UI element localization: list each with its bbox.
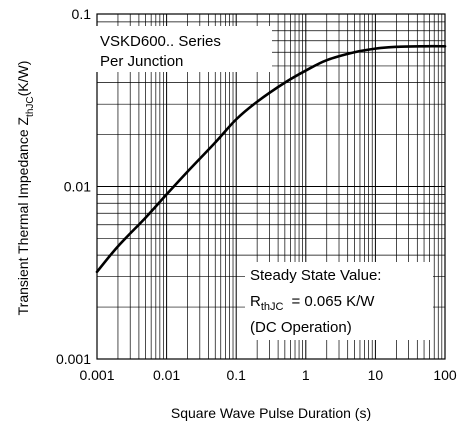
x-axis-title: Square Wave Pulse Duration (s) <box>171 405 371 421</box>
x-tick-labels: 0.001 0.01 0.1 1 10 100 <box>79 367 456 383</box>
y-tick-labels: 0.001 0.01 0.1 <box>56 6 91 367</box>
y-tick-label: 0.01 <box>64 179 91 195</box>
rthjc-symbol: R <box>250 293 261 310</box>
steady-state-line-3: (DC Operation) <box>250 319 352 336</box>
impedance-curve <box>95 44 447 274</box>
steady-state-annotation-bg <box>245 262 433 340</box>
steady-state-line-1: Steady State Value: <box>250 267 381 284</box>
y-axis-title-unit: (K/W) <box>15 61 31 97</box>
x-tick-label: 100 <box>433 367 457 383</box>
rthjc-value: = 0.065 K/W <box>291 293 375 310</box>
y-axis-title: Transient Thermal Impedance ZthJC(K/W) <box>15 61 36 316</box>
steady-state-line-2: RthJC = 0.065 K/W <box>250 293 375 313</box>
x-tick-label: 1 <box>302 367 310 383</box>
x-tick-label: 0.001 <box>79 367 114 383</box>
plot-frame <box>96 13 446 360</box>
curve-layer <box>95 44 447 274</box>
x-tick-label: 0.1 <box>226 367 246 383</box>
y-tick-label: 0.001 <box>56 351 91 367</box>
y-axis-title-main: Transient Thermal Impedance Z <box>15 117 31 316</box>
series-annotation-box: VSKD600.. Series Per Junction <box>96 26 272 72</box>
y-tick-label: 0.1 <box>72 6 92 22</box>
x-tick-label: 10 <box>368 367 384 383</box>
rthjc-subscript: thJC <box>261 301 284 313</box>
x-tick-label: 0.01 <box>153 367 180 383</box>
steady-state-annotation-box: Steady State Value: RthJC = 0.065 K/W (DC… <box>245 262 433 340</box>
series-annotation-bg <box>96 26 272 72</box>
series-annotation-line-1: VSKD600.. Series <box>100 33 221 50</box>
y-axis-title-sub: thJC <box>25 96 36 117</box>
series-annotation-line-2: Per Junction <box>100 53 183 70</box>
